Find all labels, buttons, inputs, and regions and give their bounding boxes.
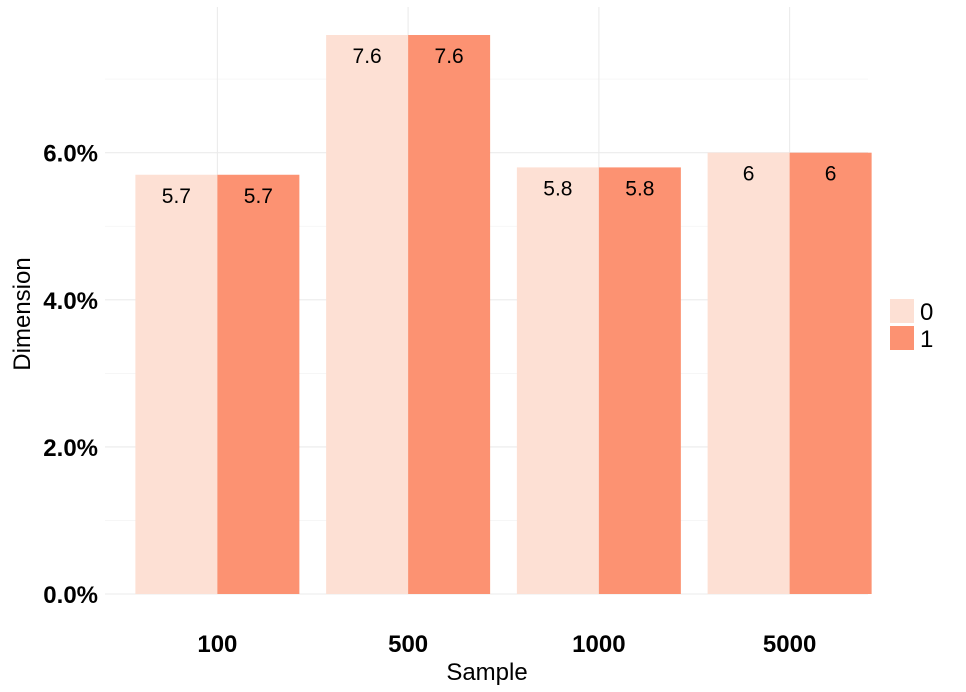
data-label: 7.6	[353, 45, 382, 68]
data-label: 6	[825, 163, 837, 186]
bar	[217, 174, 300, 594]
legend-key	[890, 326, 914, 350]
data-label: 5.8	[543, 177, 572, 200]
y-tick-label: 6.0%	[43, 141, 98, 168]
x-tick-label: 500	[388, 631, 428, 658]
legend-label: 0	[920, 299, 933, 326]
x-axis-title: Sample	[446, 659, 527, 686]
data-label: 5.7	[162, 185, 191, 208]
data-label: 5.8	[625, 177, 654, 200]
y-tick-label: 2.0%	[43, 435, 98, 462]
y-tick-label: 4.0%	[43, 288, 98, 315]
bar	[408, 35, 491, 594]
y-axis: 0.0% 2.0% 4.0% 6.0%	[43, 141, 98, 609]
bar	[707, 152, 790, 594]
legend-key	[890, 299, 914, 323]
bar	[326, 35, 409, 594]
y-axis-title: Dimension	[9, 257, 36, 370]
bar	[789, 152, 872, 594]
bar	[135, 174, 218, 594]
x-axis: 100 500 1000 5000	[197, 631, 816, 658]
bars	[135, 35, 872, 595]
legend-label: 1	[920, 326, 933, 353]
data-labels: 5.7 5.7 7.6 7.6 5.8 5.8 6 6	[162, 45, 837, 208]
data-label: 5.7	[244, 185, 273, 208]
x-tick-label: 5000	[763, 631, 816, 658]
bar	[516, 167, 599, 595]
data-label: 6	[743, 163, 755, 186]
x-tick-label: 100	[197, 631, 237, 658]
legend: 01	[890, 299, 933, 353]
bar	[598, 167, 681, 595]
x-tick-label: 1000	[572, 631, 625, 658]
data-label: 7.6	[435, 45, 464, 68]
y-tick-label: 0.0%	[43, 582, 98, 609]
